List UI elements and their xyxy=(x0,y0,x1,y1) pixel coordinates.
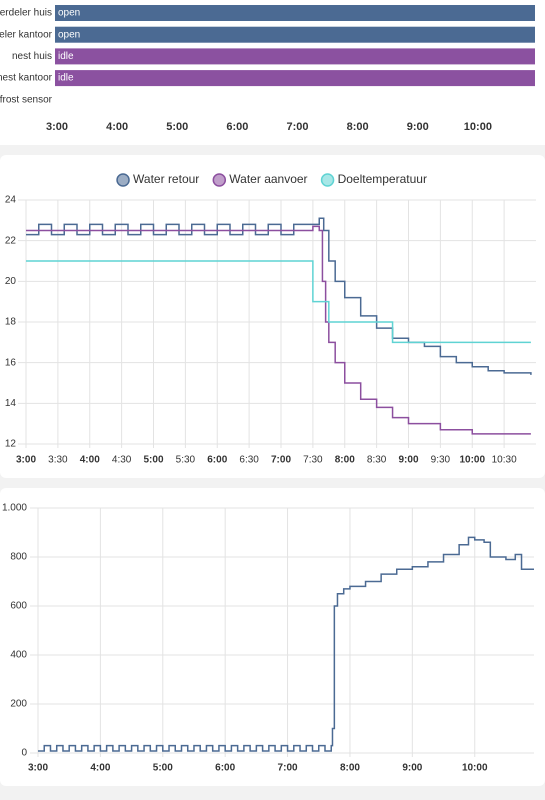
legend-swatch xyxy=(212,173,227,187)
y-tick-label: 200 xyxy=(10,699,27,710)
state-bar xyxy=(55,5,535,21)
x-tick-label: 3:00 xyxy=(28,763,48,774)
series-line xyxy=(26,217,532,375)
row-label: nest huis xyxy=(12,51,52,62)
x-tick-label: 6:00 xyxy=(215,763,235,774)
series-line xyxy=(38,536,534,752)
y-tick-label: 20 xyxy=(5,276,17,287)
state-bar xyxy=(55,48,535,65)
y-tick-label: 400 xyxy=(10,650,27,661)
row-label: deler kantoor xyxy=(0,29,53,40)
state-bar xyxy=(55,70,535,87)
y-tick-label: 16 xyxy=(5,357,17,368)
x-tick-label: 10:00 xyxy=(464,121,492,133)
y-tick-label: 0 xyxy=(21,748,27,759)
y-tick-label: 12 xyxy=(5,439,17,450)
legend-label: Water aanvoer xyxy=(229,172,307,186)
state-label: open xyxy=(58,29,80,40)
x-tick-label: 4:30 xyxy=(112,455,132,466)
x-tick-label: 7:00 xyxy=(286,121,308,133)
x-tick-label: 7:30 xyxy=(303,455,323,466)
x-tick-label: 9:00 xyxy=(407,121,429,133)
row-label: verdeler huis xyxy=(0,8,52,19)
x-tick-label: 9:00 xyxy=(402,763,422,774)
y-tick-label: 14 xyxy=(5,398,17,409)
row-label: nest kantoor xyxy=(0,73,53,84)
x-tick-label: 6:00 xyxy=(207,455,227,466)
x-tick-label: 4:00 xyxy=(90,763,110,774)
y-tick-label: 22 xyxy=(5,235,17,246)
state-label: idle xyxy=(58,51,74,62)
legend-label: Water retour xyxy=(133,172,199,186)
state-label: idle xyxy=(58,73,74,84)
x-tick-label: 3:00 xyxy=(46,121,68,133)
series-line xyxy=(26,260,531,344)
x-tick-label: 10:00 xyxy=(462,763,488,774)
y-tick-label: 800 xyxy=(10,552,27,563)
y-tick-label: 600 xyxy=(10,601,27,612)
state-label: open xyxy=(58,8,80,19)
x-tick-label: 7:00 xyxy=(271,455,291,466)
x-tick-label: 6:30 xyxy=(239,455,259,466)
x-tick-label: 5:00 xyxy=(153,763,173,774)
series-line xyxy=(26,225,531,435)
x-tick-label: 8:30 xyxy=(367,455,387,466)
x-tick-label: 5:00 xyxy=(143,455,163,466)
x-tick-label: 10:30 xyxy=(492,455,517,466)
x-tick-label: 8:00 xyxy=(340,763,360,774)
x-tick-label: 7:00 xyxy=(278,763,298,774)
y-tick-label: 18 xyxy=(5,317,17,328)
x-tick-label: 6:00 xyxy=(226,121,248,133)
state-bar xyxy=(55,26,535,43)
x-tick-label: 8:00 xyxy=(335,455,355,466)
x-tick-label: 8:00 xyxy=(347,121,369,133)
legend-swatch xyxy=(116,173,130,187)
x-tick-label: 4:00 xyxy=(106,121,128,133)
legend-label: Doeltemperatuur xyxy=(338,172,427,186)
x-tick-label: 9:30 xyxy=(431,455,451,466)
legend-swatch xyxy=(320,173,335,187)
x-tick-label: 5:00 xyxy=(166,121,188,133)
x-tick-label: 5:30 xyxy=(176,455,196,466)
y-tick-label: 1.000 xyxy=(2,503,27,514)
x-tick-label: 4:00 xyxy=(80,455,100,466)
x-tick-label: 3:00 xyxy=(16,455,36,466)
x-tick-label: 3:30 xyxy=(48,455,68,466)
card xyxy=(0,488,545,786)
y-tick-label: 24 xyxy=(5,195,17,206)
x-tick-label: 10:00 xyxy=(459,455,485,466)
x-tick-label: 9:00 xyxy=(398,455,418,466)
